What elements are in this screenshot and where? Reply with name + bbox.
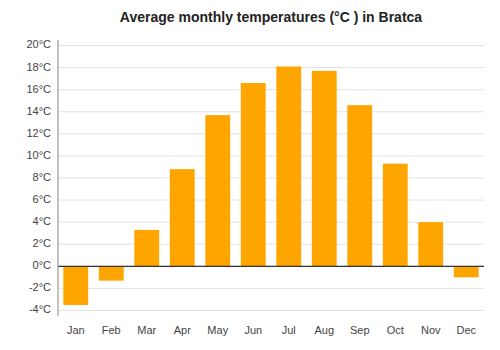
x-tick-label: Oct xyxy=(387,324,404,336)
bars xyxy=(63,66,478,304)
bar xyxy=(170,169,195,266)
x-tick-label: Mar xyxy=(137,324,156,336)
y-tick-label: 2°C xyxy=(33,237,52,249)
x-tick-label: Dec xyxy=(456,324,476,336)
y-tick-label: 6°C xyxy=(33,193,52,205)
x-tick-label: Jun xyxy=(244,324,262,336)
grid-line xyxy=(58,89,484,90)
grid-line xyxy=(58,111,484,112)
y-tick-label: 8°C xyxy=(33,171,52,183)
grid-line xyxy=(58,178,484,179)
bar xyxy=(205,115,230,266)
y-tick-label: 0°C xyxy=(33,259,52,271)
x-tick-label: Aug xyxy=(314,324,334,336)
x-tick-label: Apr xyxy=(174,324,191,336)
bar xyxy=(312,71,337,266)
chart-container: -4°C -2°C 0°C 2°C 4°C 6°C 8°C 10°C 12°C 14°C 16°C 1… xyxy=(0,0,500,350)
grid-line xyxy=(58,67,484,68)
bar xyxy=(418,222,443,266)
grid-line xyxy=(58,155,484,156)
grid-line xyxy=(58,266,484,267)
y-axis-line xyxy=(58,40,59,316)
grid xyxy=(58,46,484,311)
y-tick-label: 4°C xyxy=(33,215,52,227)
bar xyxy=(134,230,159,266)
x-tick-label: May xyxy=(207,324,228,336)
y-tick-label: 14°C xyxy=(26,105,51,117)
bar xyxy=(63,266,88,305)
grid-line xyxy=(58,200,484,201)
y-tick-label: -2°C xyxy=(29,281,51,293)
bar xyxy=(241,83,266,266)
bar xyxy=(276,66,301,266)
bar xyxy=(383,164,408,267)
grid-line xyxy=(58,310,484,311)
bar xyxy=(99,266,124,280)
x-tick-label: Nov xyxy=(421,324,441,336)
x-tick-label: Feb xyxy=(102,324,121,336)
grid-line xyxy=(58,288,484,289)
zero-line xyxy=(58,266,484,267)
x-tick-label: Jan xyxy=(67,324,85,336)
x-tick-label: Jul xyxy=(282,324,296,336)
bar xyxy=(347,105,372,266)
y-tick-label: 16°C xyxy=(26,83,51,95)
y-axis: -4°C -2°C 0°C 2°C 4°C 6°C 8°C 10°C 12°C 14°C 16°C 1… xyxy=(26,38,51,315)
y-tick-label: 20°C xyxy=(26,38,51,50)
bar xyxy=(454,266,479,277)
chart: -4°C -2°C 0°C 2°C 4°C 6°C 8°C 10°C 12°C 14°C 16°C 1… xyxy=(0,0,500,350)
y-tick-label: 10°C xyxy=(26,149,51,161)
x-axis: Jan Feb Mar Apr May Jun Jul Aug Sep Oct Nov Dec xyxy=(67,324,477,336)
y-tick-label: 12°C xyxy=(26,127,51,139)
x-tick-label: Sep xyxy=(350,324,370,336)
title: Average monthly temperatures (°C ) in Br… xyxy=(120,9,422,25)
grid-line xyxy=(58,45,484,46)
grid-line xyxy=(58,133,484,134)
y-tick-label: 18°C xyxy=(26,61,51,73)
y-tick-label: -4°C xyxy=(29,303,51,315)
